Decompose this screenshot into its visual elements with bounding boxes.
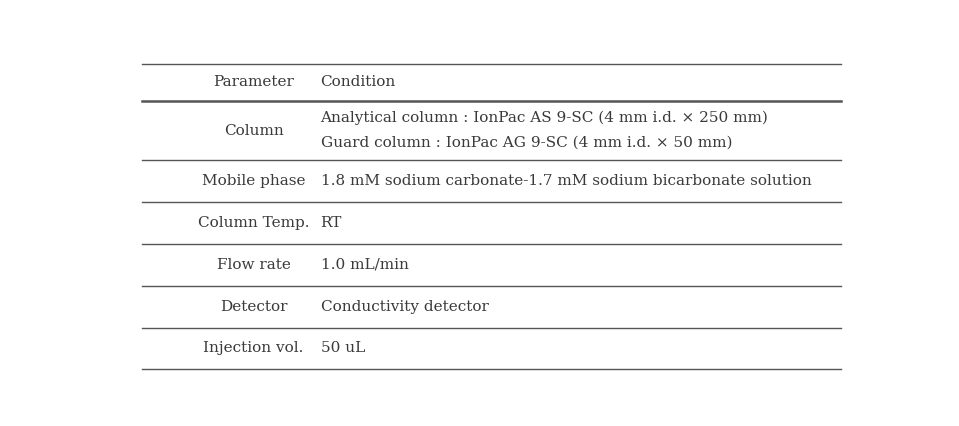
Text: Column: Column	[223, 124, 284, 138]
Text: Conductivity detector: Conductivity detector	[320, 299, 488, 314]
Text: 1.8 mM sodium carbonate-1.7 mM sodium bicarbonate solution: 1.8 mM sodium carbonate-1.7 mM sodium bi…	[320, 174, 811, 188]
Text: Flow rate: Flow rate	[217, 258, 291, 272]
Text: Condition: Condition	[320, 75, 396, 89]
Text: Mobile phase: Mobile phase	[202, 174, 305, 188]
Text: 1.0 mL/min: 1.0 mL/min	[320, 258, 409, 272]
Text: RT: RT	[320, 216, 342, 230]
Text: Detector: Detector	[220, 299, 288, 314]
Text: Injection vol.: Injection vol.	[203, 341, 304, 355]
Text: 50 uL: 50 uL	[320, 341, 364, 355]
Text: Parameter: Parameter	[213, 75, 294, 89]
Text: Column Temp.: Column Temp.	[198, 216, 310, 230]
Text: Guard column : IonPac AG 9-SC (4 mm i.d. × 50 mm): Guard column : IonPac AG 9-SC (4 mm i.d.…	[320, 136, 732, 150]
Text: Analytical column : IonPac AS 9-SC (4 mm i.d. × 250 mm): Analytical column : IonPac AS 9-SC (4 mm…	[320, 111, 768, 125]
